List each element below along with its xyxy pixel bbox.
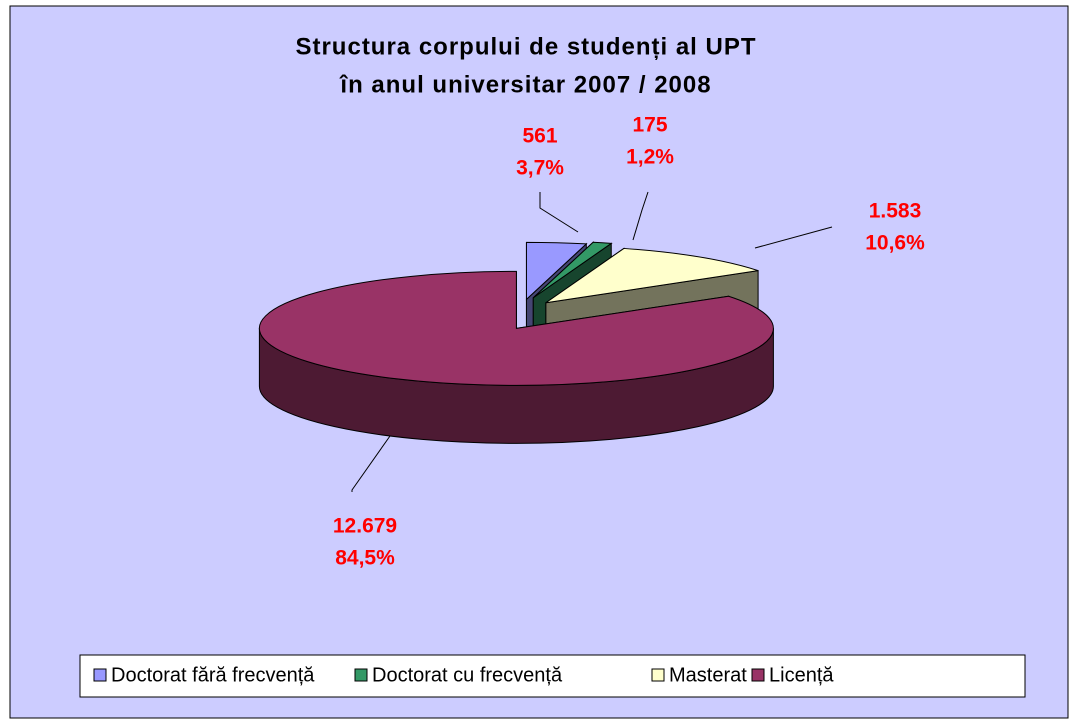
percent-label: 1,2% bbox=[626, 146, 674, 169]
legend-label: Doctorat fără frecvență bbox=[111, 664, 315, 686]
value-label: 1.583 bbox=[869, 200, 922, 223]
slice-top bbox=[258, 270, 774, 386]
legend-swatch bbox=[354, 668, 368, 682]
percent-label: 10,6% bbox=[865, 232, 925, 255]
slice bbox=[258, 270, 774, 444]
legend-box bbox=[79, 654, 1026, 698]
legend-label: Masterat bbox=[669, 664, 747, 686]
slice-top bbox=[532, 241, 613, 299]
value-label: 175 bbox=[632, 114, 667, 137]
leader-line bbox=[632, 191, 649, 241]
chart-title: în anul universitar 2007 / 2008 bbox=[339, 71, 711, 98]
leader-line bbox=[539, 192, 579, 233]
percent-label: 3,7% bbox=[516, 157, 564, 180]
slice-top bbox=[545, 247, 759, 304]
legend-swatch bbox=[93, 668, 107, 682]
slice-top bbox=[525, 241, 588, 301]
legend-swatch bbox=[751, 668, 765, 682]
legend-label: Doctorat cu frecvență bbox=[372, 664, 563, 686]
legend-label: Licență bbox=[769, 664, 834, 686]
chart-title: Structura corpului de studenți al UPT bbox=[295, 33, 756, 60]
legend-swatch bbox=[651, 668, 665, 682]
leader-lines bbox=[351, 191, 833, 492]
leader-line bbox=[351, 435, 391, 492]
value-label: 12.679 bbox=[333, 515, 397, 538]
leader-line bbox=[754, 226, 833, 249]
percent-label: 84,5% bbox=[335, 547, 395, 570]
value-label: 561 bbox=[522, 125, 557, 148]
